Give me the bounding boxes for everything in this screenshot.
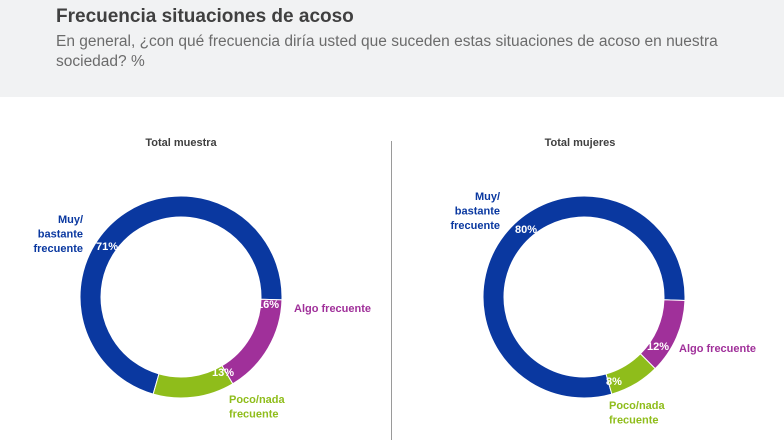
category-label-poco-nada: Poco/nada frecuente (229, 394, 286, 421)
category-label-algo: Algo frecuente (294, 303, 371, 315)
chart-divider (391, 141, 392, 440)
category-label-muy-bastante: Muy/bastante frecuente (33, 214, 83, 255)
chart-title: Total mujeres (545, 137, 616, 149)
value-label-poco-nada: 8% (606, 376, 622, 388)
category-label-algo: Algo frecuente (679, 343, 756, 355)
value-label-poco-nada: 13% (212, 367, 234, 379)
donut-segment-poco-nada (152, 365, 234, 399)
page-title: Frecuencia situaciones de acoso (56, 6, 354, 27)
category-label-poco-nada: Poco/nada frecuente (609, 400, 666, 427)
page-subtitle: En general, ¿con qué frecuencia diría us… (56, 33, 718, 70)
header-band: Frecuencia situaciones de acoso En gener… (0, 0, 784, 97)
category-label-muy-bastante: Muy/bastante frecuente (450, 191, 500, 232)
donut-segment-muy-bastante (79, 195, 283, 395)
donut-segment-algo (639, 299, 686, 370)
value-label-algo: 12% (647, 341, 669, 353)
donut-segment-poco-nada (605, 353, 656, 395)
value-label-muy-bastante: 71% (96, 241, 118, 253)
value-label-algo: 16% (257, 299, 279, 311)
donut-segment-muy-bastante (482, 195, 686, 399)
value-label-muy-bastante: 80% (515, 224, 537, 236)
chart-title: Total muestra (145, 137, 217, 149)
